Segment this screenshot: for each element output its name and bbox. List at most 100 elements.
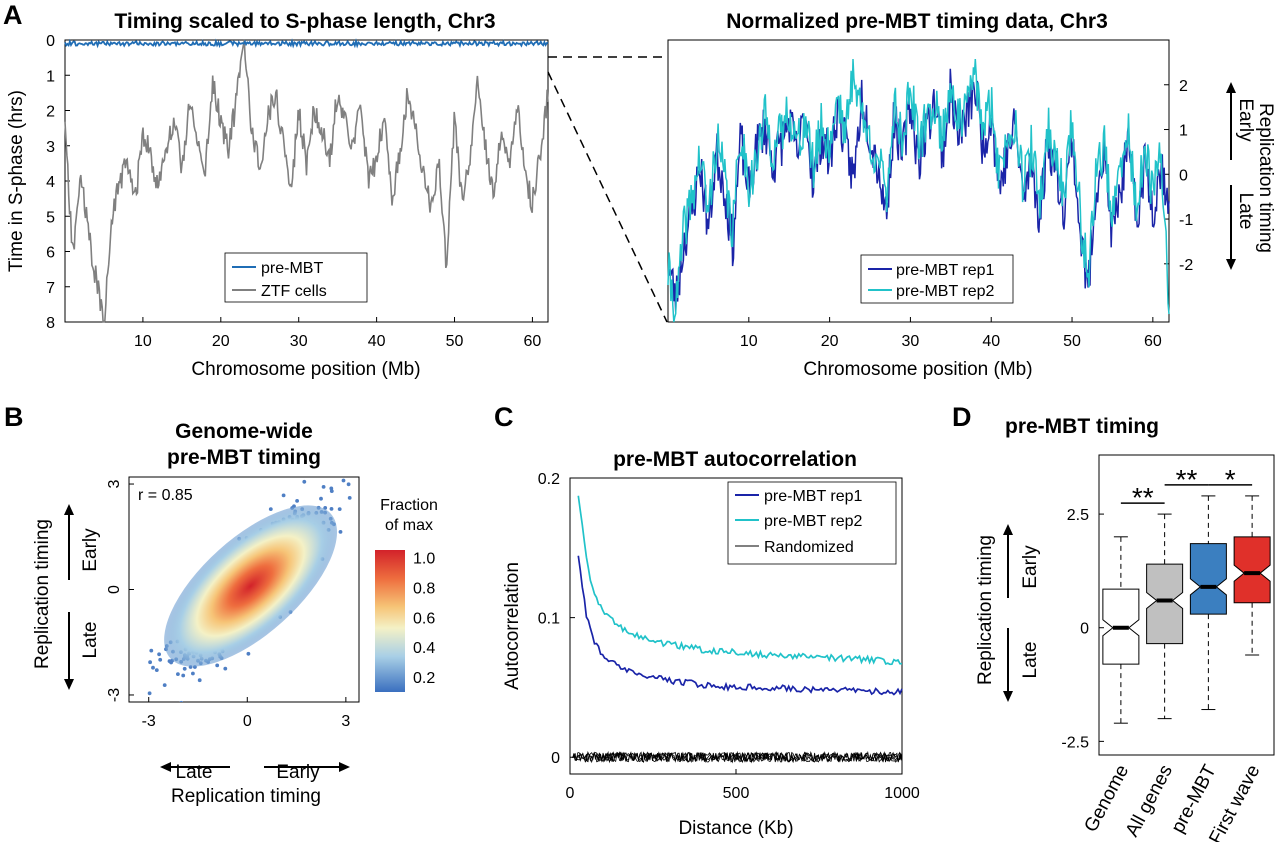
y-tick-label: 4 <box>46 174 55 191</box>
chart-a-right-ylabel-late: Late <box>1235 193 1256 230</box>
scatter-point <box>223 666 228 671</box>
chart-a-left-ylabel: Time in S-phase (hrs) <box>6 90 27 272</box>
series-line-ztf-cells <box>64 39 549 323</box>
x-tick-label: 60 <box>1144 333 1162 350</box>
x-tick-label: 0 <box>243 713 252 730</box>
scatter-point <box>157 652 162 657</box>
y-tick-label: 6 <box>46 245 55 262</box>
x-tick-label: 10 <box>740 333 758 350</box>
panel-label-c: C <box>494 402 514 432</box>
y-tick-label: -2.5 <box>1061 734 1089 751</box>
chart-a-left-title: Timing scaled to S-phase length, Chr3 <box>114 10 495 33</box>
chart-b-xlabel-late: Late <box>176 762 213 783</box>
scatter-point <box>337 507 342 511</box>
colorbar-tick-label: 0.4 <box>413 640 435 657</box>
scatter-points <box>147 448 352 702</box>
chart-b: Genome-wide pre-MBT timing -3 0 3 -3 0 3 r = … <box>32 420 438 807</box>
chart-d: pre-MBT timing -2.502.5 **** * GenomeAll … <box>975 415 1275 842</box>
scatter-point <box>197 678 202 683</box>
scatter-point <box>321 485 326 489</box>
x-tick-label: -3 <box>142 713 156 730</box>
panel-label-a: A <box>3 0 23 30</box>
chart-d-title: pre-MBT timing <box>1005 415 1159 438</box>
y-tick-label: 5 <box>46 209 55 226</box>
scatter-point <box>179 700 184 702</box>
series-line-c-randomized <box>572 750 903 764</box>
scatter-point <box>149 648 154 653</box>
colorbar-tick-label: 0.2 <box>413 670 435 687</box>
y-tick-label: 0 <box>1179 167 1188 184</box>
series-line-c-randomized <box>572 751 903 764</box>
scatter-point <box>154 668 159 672</box>
scatter-point <box>158 657 163 662</box>
scatter-point <box>167 659 172 663</box>
scatter-point <box>345 448 349 452</box>
scatter-point <box>347 496 352 500</box>
chart-b-ylabel: Replication timing <box>32 519 53 669</box>
panel-label-b: B <box>4 402 24 432</box>
scatter-point <box>151 665 155 670</box>
y-tick-label: 2 <box>1179 78 1188 95</box>
y-tick-label: -2 <box>1179 257 1193 274</box>
x-tick-label: 30 <box>290 333 308 350</box>
y-tick-label: 0 <box>106 585 123 594</box>
chart-c-title: pre-MBT autocorrelation <box>613 448 857 471</box>
scatter-point <box>338 530 343 534</box>
chart-c-xlabel: Distance (Kb) <box>678 818 793 839</box>
scatter-point <box>148 660 153 665</box>
legend-label-c-rep2: pre-MBT rep2 <box>764 513 863 530</box>
scatter-point <box>329 486 334 491</box>
y-tick-label: 0 <box>46 33 55 50</box>
chart-a-right: Normalized pre-MBT timing data, Chr3 -2 -… <box>667 10 1276 380</box>
colorbar-tick-label: 1.0 <box>413 550 435 567</box>
scatter-point <box>345 469 349 473</box>
box-pre-mbt <box>1189 495 1227 711</box>
arrow-b-down-icon <box>64 679 74 690</box>
chart-a-right-ylabel-early: Early <box>1235 98 1256 142</box>
arrow-down-icon <box>1226 259 1236 270</box>
arrow-right-icon <box>339 762 350 772</box>
box-body <box>1233 536 1271 604</box>
y-tick-label: 7 <box>46 280 55 297</box>
scatter-point <box>162 683 167 687</box>
legend-label-ztf: ZTF cells <box>261 283 327 300</box>
chart-d-frame <box>1098 454 1275 756</box>
arrow-up-icon <box>1226 82 1236 93</box>
chart-a-left-legend <box>224 252 368 303</box>
chart-a-right-title: Normalized pre-MBT timing data, Chr3 <box>726 10 1108 33</box>
chart-c-ylabel: Autocorrelation <box>502 562 523 690</box>
y-tick-label: 2 <box>46 104 55 121</box>
colorbar-title-line2: of max <box>385 517 433 534</box>
box-all-genes <box>1146 513 1184 720</box>
scatter-point <box>346 482 351 487</box>
x-tick-label: 10 <box>134 333 152 350</box>
scatter-point <box>302 479 307 484</box>
colorbar <box>375 550 405 692</box>
chart-b-title-line2: pre-MBT timing <box>167 446 321 469</box>
scatter-point <box>182 666 187 671</box>
x-tick-label: 500 <box>723 785 750 802</box>
y-tick-label: -3 <box>106 688 123 702</box>
arrow-left-icon <box>160 762 171 772</box>
y-tick-label: 0.2 <box>538 471 560 488</box>
y-tick-label: 3 <box>106 479 123 488</box>
arrow-d-down-icon <box>1003 691 1013 702</box>
legend-label-rep2: pre-MBT rep2 <box>896 283 995 300</box>
colorbar-tick-label: 0.6 <box>413 610 435 627</box>
arrow-b-up-icon <box>64 504 74 515</box>
y-tick-label: 0 <box>1080 621 1089 638</box>
scatter-point <box>329 507 334 511</box>
chart-b-xlabel: Replication timing <box>171 786 321 807</box>
x-tick-label: 60 <box>524 333 542 350</box>
box-body <box>1146 563 1184 645</box>
series-line-pre-mbt <box>64 38 549 49</box>
x-tick-label: 1000 <box>884 785 920 802</box>
x-tick-label: 40 <box>982 333 1000 350</box>
box-genome <box>1102 536 1140 724</box>
series-line-c-rep2 <box>577 495 903 666</box>
x-tick-label: 3 <box>341 713 350 730</box>
scatter-point <box>341 478 346 483</box>
chart-d-ylabel: Replication timing <box>975 535 996 685</box>
chart-a-left: Timing scaled to S-phase length, Chr3 0 1… <box>6 10 549 380</box>
y-tick-label: 8 <box>46 315 55 332</box>
